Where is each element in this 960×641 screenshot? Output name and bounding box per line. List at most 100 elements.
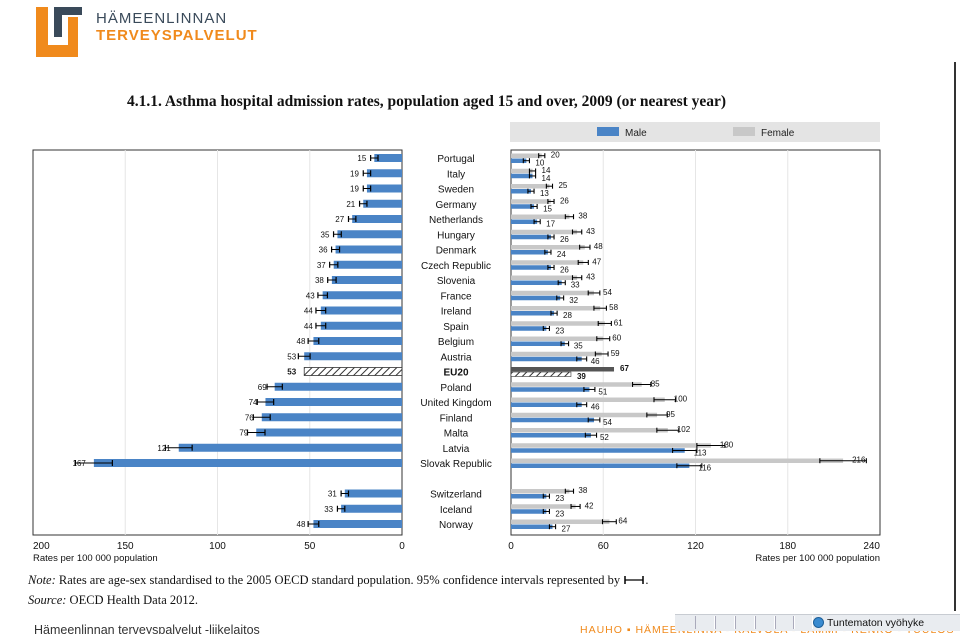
left-value-label: 19	[350, 185, 359, 194]
right-female-value-label: 60	[612, 334, 621, 343]
left-bar	[261, 413, 402, 422]
right-female-bar	[511, 321, 605, 326]
footer-org: Hämeenlinnan terveyspalvelut -liikelaito…	[34, 624, 260, 634]
category-label: Sweden	[438, 185, 474, 196]
left-bar	[337, 230, 402, 239]
right-female-value-label: 25	[558, 181, 567, 190]
right-male-value-label: 116	[698, 464, 711, 473]
right-female-value-label: 216	[852, 456, 866, 465]
right-female-bar	[511, 245, 585, 250]
category-label: Italy	[447, 169, 465, 180]
right-male-bar	[511, 173, 533, 179]
right-female-value-label: 43	[586, 273, 595, 282]
right-female-value-label: 64	[618, 517, 627, 526]
category-label: United Kingdom	[420, 398, 491, 409]
logo	[36, 7, 82, 57]
left-tick-label: 50	[304, 541, 316, 552]
right-male-value-label: 46	[591, 403, 600, 412]
right-male-value-label: 33	[571, 281, 580, 290]
right-female-bar	[511, 214, 570, 219]
category-label: Malta	[444, 429, 469, 440]
right-male-bar	[511, 402, 582, 407]
statusbar-cell	[735, 616, 755, 629]
left-bar	[265, 398, 402, 406]
left-value-label: 48	[297, 337, 306, 346]
left-bar	[341, 504, 402, 513]
right-female-bar	[511, 336, 604, 341]
right-male-value-label: 51	[598, 387, 607, 396]
right-female-value-label: 48	[594, 242, 603, 251]
category-label: Denmark	[436, 246, 478, 257]
security-zone[interactable]: Tuntematon vyöhyke	[811, 616, 960, 630]
right-female-bar	[511, 199, 551, 204]
right-male-bar	[511, 219, 538, 224]
right-female-bar	[511, 397, 665, 402]
left-value-label: 37	[317, 261, 326, 270]
right-female-value-label: 42	[585, 501, 594, 510]
right-tick-label: 180	[779, 541, 796, 552]
right-female-value-label: 102	[677, 425, 691, 434]
left-bar	[313, 520, 402, 528]
category-label: Germany	[435, 200, 476, 211]
right-male-value-label: 28	[563, 311, 572, 320]
security-zone-label: Tuntematon vyöhyke	[827, 617, 925, 629]
right-male-bar	[511, 311, 555, 316]
legend-female-label: Female	[761, 128, 795, 139]
logo-text: HÄMEENLINNAN TERVEYSPALVELUT	[96, 10, 258, 44]
legend-male-label: Male	[625, 128, 647, 139]
left-value-label: 31	[328, 490, 337, 499]
right-male-bar	[511, 295, 561, 301]
category-label: Slovenia	[437, 276, 476, 287]
right-male-bar	[511, 280, 562, 285]
right-male-value-label: 23	[555, 494, 564, 503]
right-male-value-label: 23	[555, 326, 564, 335]
left-bar	[331, 276, 402, 284]
right-female-bar	[511, 428, 668, 433]
right-male-bar	[511, 448, 685, 453]
right-female-value-label: 14	[542, 166, 551, 175]
statusbar-cell	[715, 616, 735, 629]
right-tick-label: 0	[508, 541, 514, 552]
right-female-value-label: 67	[620, 364, 629, 373]
left-tick-label: 150	[117, 541, 134, 552]
left-bar	[322, 291, 402, 300]
left-value-label: 44	[304, 307, 313, 316]
note-text: Rates are age-sex standardised to the 20…	[58, 573, 621, 587]
statusbar-cell	[755, 616, 775, 629]
right-male-value-label: 113	[694, 448, 707, 457]
legend-male-swatch	[597, 127, 619, 136]
right-tick-label: 120	[687, 541, 704, 552]
left-value-label: 43	[306, 291, 315, 300]
right-female-value-label: 95	[666, 410, 675, 419]
right-male-bar	[511, 387, 590, 392]
left-value-label: 27	[335, 215, 344, 224]
left-bar	[320, 321, 402, 330]
right-male-value-label: 46	[591, 357, 600, 366]
right-male-bar	[511, 356, 582, 362]
right-male-value-label: 26	[560, 235, 569, 244]
right-male-bar	[511, 509, 547, 514]
right-male-bar	[511, 341, 565, 346]
right-female-value-label: 38	[578, 212, 587, 221]
right-female-value-label: 85	[651, 379, 660, 388]
left-value-label: 79	[239, 429, 248, 438]
left-tick-label: 100	[209, 541, 226, 552]
left-value-label: 53	[287, 352, 296, 361]
left-value-label: 19	[350, 169, 359, 178]
browser-statusbar: Tuntematon vyöhyke	[675, 614, 960, 631]
left-bar	[256, 428, 402, 437]
right-male-value-label: 13	[540, 189, 549, 198]
right-female-bar	[511, 184, 550, 189]
page-divider	[954, 62, 956, 617]
left-axis-title: Rates per 100 000 population	[33, 553, 158, 564]
category-label: Netherlands	[429, 215, 483, 226]
right-female-value-label: 100	[674, 395, 688, 404]
statusbar-cell	[793, 616, 813, 629]
left-bar	[363, 199, 402, 208]
logo-line2: TERVEYSPALVELUT	[96, 27, 258, 44]
left-value-label: 36	[319, 246, 328, 255]
left-bar	[366, 184, 402, 193]
left-value-label: 21	[346, 200, 355, 209]
right-female-bar	[511, 229, 578, 235]
right-male-value-label: 26	[560, 265, 569, 274]
